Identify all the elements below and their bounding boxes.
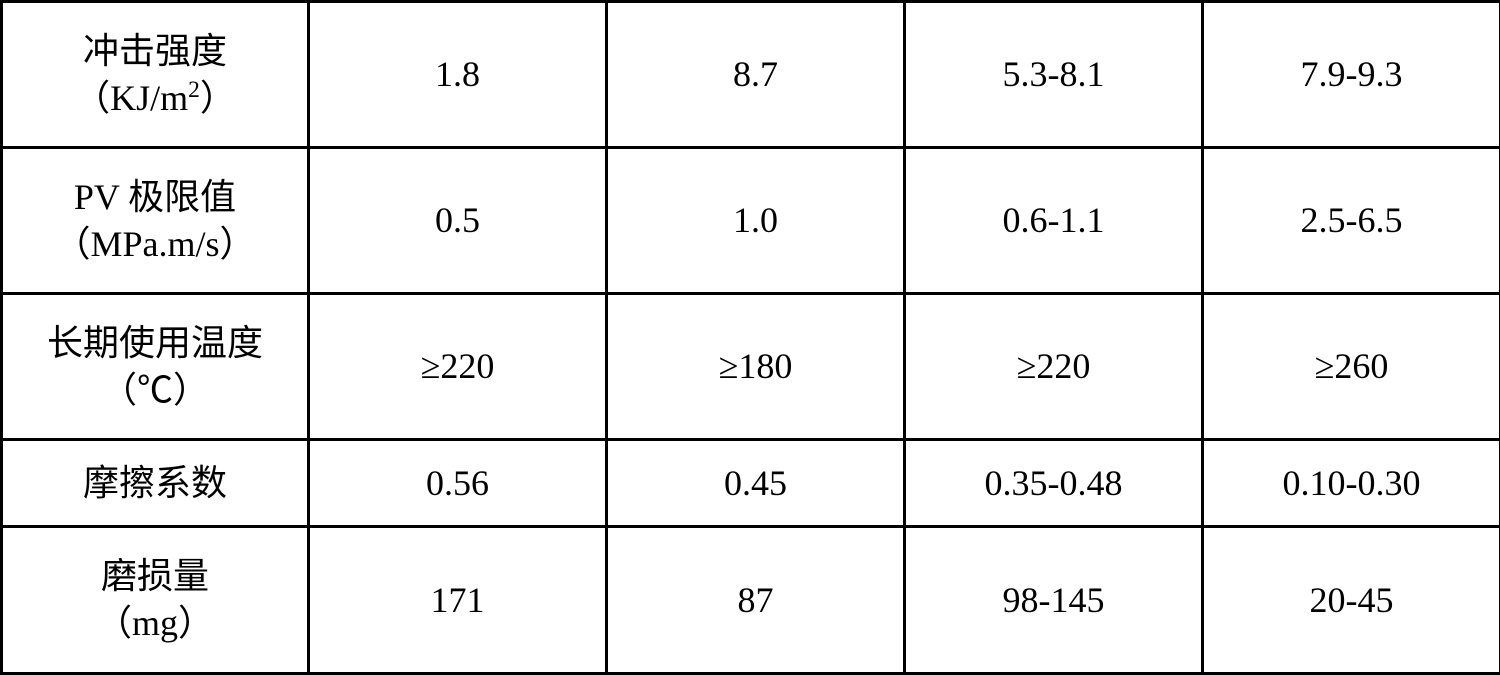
row-label: PV 极限值 （MPa.m/s） [2,148,309,294]
cell: 0.35-0.48 [905,440,1203,527]
cell: 20-45 [1203,527,1500,674]
cell: 1.8 [309,2,607,148]
cell: 5.3-8.1 [905,2,1203,148]
label-line1: 冲击强度 [83,31,227,71]
cell: 0.56 [309,440,607,527]
cell: ≥180 [607,294,905,440]
row-label: 磨损量 （mg） [2,527,309,674]
cell: 7.9-9.3 [1203,2,1500,148]
label-sup: 2 [188,77,200,103]
cell: 0.10-0.30 [1203,440,1500,527]
cell: 2.5-6.5 [1203,148,1500,294]
row-label: 摩擦系数 [2,440,309,527]
material-properties-table: 冲击强度 （KJ/m2） 1.8 8.7 5.3-8.1 7.9-9.3 PV … [0,0,1500,675]
label-line2-tail: ） [200,78,236,118]
label-line1: 磨损量 [101,556,209,596]
table-row: 冲击强度 （KJ/m2） 1.8 8.7 5.3-8.1 7.9-9.3 [2,2,1500,148]
cell: 0.45 [607,440,905,527]
label-line1: PV 极限值 [74,177,236,217]
row-label: 冲击强度 （KJ/m2） [2,2,309,148]
cell: ≥260 [1203,294,1500,440]
row-label: 长期使用温度 （℃） [2,294,309,440]
table-row: 磨损量 （mg） 171 87 98-145 20-45 [2,527,1500,674]
label-line2: （KJ/m [74,78,188,118]
label-line2: （℃） [101,370,209,410]
table-row: 长期使用温度 （℃） ≥220 ≥180 ≥220 ≥260 [2,294,1500,440]
label-line1: 长期使用温度 [47,323,263,363]
cell: 98-145 [905,527,1203,674]
table-body: 冲击强度 （KJ/m2） 1.8 8.7 5.3-8.1 7.9-9.3 PV … [2,2,1500,674]
label-line2: （mg） [96,603,214,643]
cell: 87 [607,527,905,674]
cell: 0.6-1.1 [905,148,1203,294]
cell: ≥220 [309,294,607,440]
label-line2: （MPa.m/s） [54,224,255,264]
cell: 1.0 [607,148,905,294]
label-line1: 摩擦系数 [83,463,227,503]
cell: 171 [309,527,607,674]
cell: 0.5 [309,148,607,294]
cell: 8.7 [607,2,905,148]
table-row: PV 极限值 （MPa.m/s） 0.5 1.0 0.6-1.1 2.5-6.5 [2,148,1500,294]
table-row: 摩擦系数 0.56 0.45 0.35-0.48 0.10-0.30 [2,440,1500,527]
cell: ≥220 [905,294,1203,440]
